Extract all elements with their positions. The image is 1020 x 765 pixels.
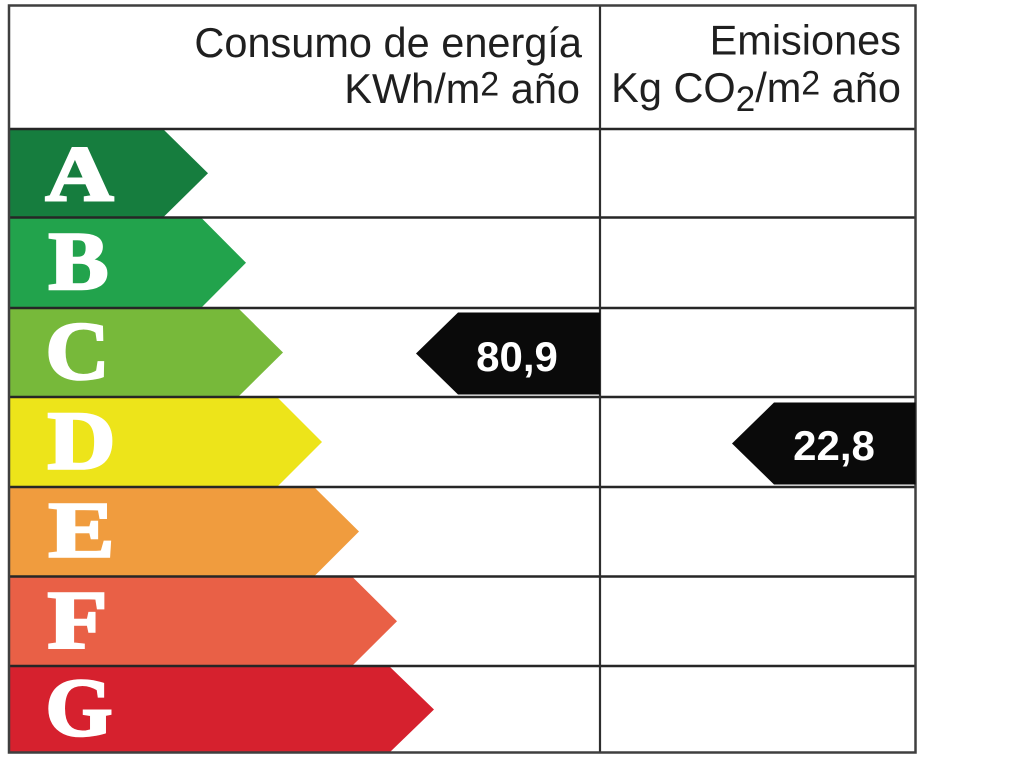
svg-text:C: C	[46, 305, 110, 397]
svg-text:Emisiones: Emisiones	[710, 17, 901, 64]
svg-text:F: F	[48, 574, 108, 666]
svg-text:E: E	[49, 488, 115, 575]
svg-text:Consumo de energía: Consumo de energía	[194, 19, 583, 66]
svg-text:Kg CO2/m2 año: Kg CO2/m2 año	[611, 64, 901, 119]
svg-text:22,8: 22,8	[793, 422, 875, 469]
svg-text:B: B	[49, 215, 109, 307]
svg-text:80,9: 80,9	[476, 333, 558, 380]
svg-text:KWh/m2 año: KWh/m2 año	[344, 65, 580, 112]
svg-text:G: G	[46, 661, 113, 753]
svg-text:A: A	[46, 130, 114, 217]
svg-text:D: D	[48, 395, 116, 487]
